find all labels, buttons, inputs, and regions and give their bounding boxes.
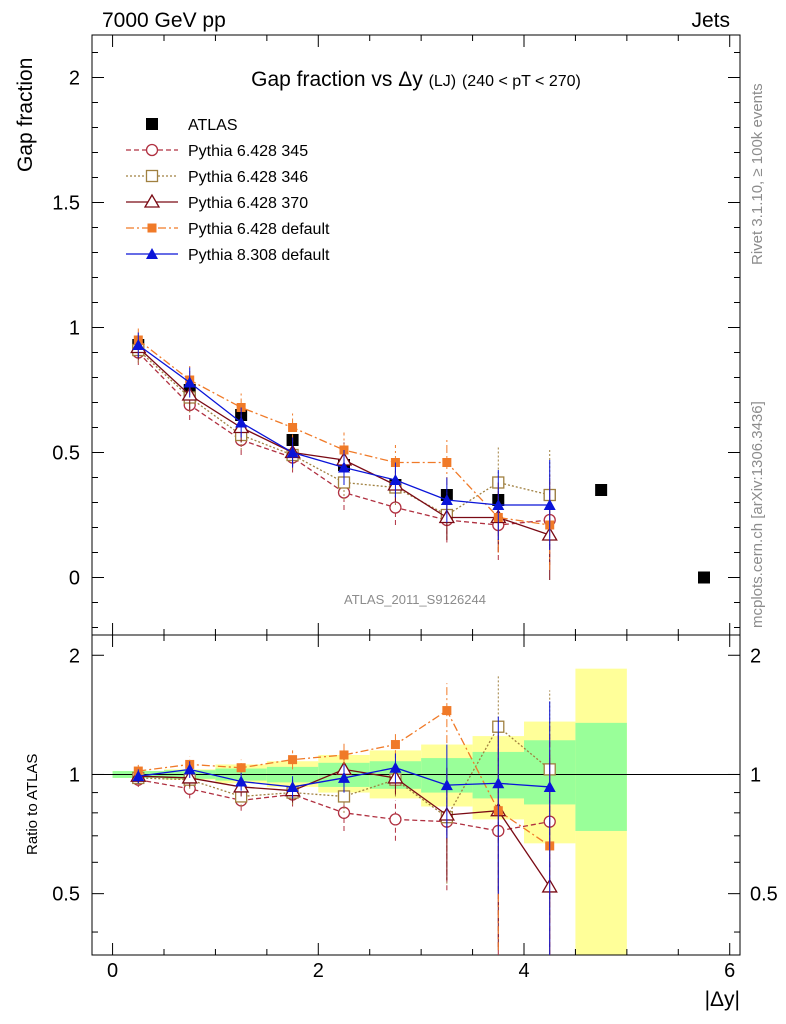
data-point [543,499,556,510]
y-tick-label: 1 [69,318,80,340]
data-point [698,571,710,584]
legend-label: Pythia 6.428 default [188,221,330,238]
ratio-point [492,777,505,789]
legend-entry: Pythia 6.428 346 [126,169,308,186]
ratio-point [183,763,196,775]
ratio-point [338,771,350,783]
data-point [442,458,452,467]
x-tick-label: 6 [724,960,735,982]
lower-y-axis-label: Ratio to ATLAS [24,754,41,855]
y-tick-label: 0 [69,568,80,590]
data-point [235,416,248,428]
series-line [137,339,550,526]
legend-marker [145,169,159,183]
legend-entry: ATLAS [146,117,238,134]
lower-frame [91,634,741,956]
ratio-point [286,780,299,792]
x-tick-label: 0 [107,960,118,982]
ratio-line [138,709,551,847]
ratio-tick-label-left: 1 [69,764,80,786]
plot-title-symbol: Δy [398,68,423,91]
ratio-point [440,779,453,791]
series-pythia-8-308-default [132,332,556,550]
ratio-point [390,740,400,750]
ratio-point [543,780,556,792]
series-line [137,349,550,516]
upper-y-axis-label: Gap fraction [14,58,37,172]
legend-label: Pythia 6.428 346 [188,169,308,186]
plot-title-cut: (240 < pT < 270) [462,73,581,90]
ratio-tick-label-right: 1 [750,764,761,786]
data-point [338,461,350,473]
x-axis-label: |Δy| [705,988,740,1011]
legend-label: Pythia 6.428 345 [188,143,308,160]
plot-title-lj: (LJ) [429,73,457,90]
ratio-series-pythia-8-308-default [132,701,556,955]
ratio-point [288,755,298,765]
legend-entry: Pythia 6.428 default [126,221,330,238]
y-tick-label: 1.5 [52,193,80,215]
legend-marker [146,248,158,259]
x-tick-label: 4 [518,960,529,982]
ratio-point [236,763,246,773]
y-tick-label: 0.5 [52,443,80,465]
ratio-point [337,790,351,803]
legend-marker [146,118,158,130]
ratio-tick-label-right: 0.5 [750,884,778,906]
ratio-point [235,775,248,787]
data-point [595,484,608,496]
header-process: Jets [691,9,730,32]
x-tick-label: 2 [313,960,324,982]
rivet-version: Rivet 3.1.10, ≥ 100k events [749,83,766,265]
uncertainty-band-stat [575,722,627,831]
legend-label: ATLAS [188,117,238,134]
ratio-tick-label-left: 0.5 [52,884,80,906]
legend-marker [143,193,161,208]
legend-label: Pythia 6.428 370 [188,195,308,212]
data-point [389,474,402,485]
ratio-point [442,706,452,716]
legend-marker [147,223,157,233]
data-point [492,499,505,510]
data-point [440,494,453,505]
analysis-tag: ATLAS_2011_S9126244 [344,592,486,607]
y-tick-label: 2 [69,68,80,90]
mcplots-credit: mcplots.cern.ch [arXiv:1306.3436] [749,401,766,628]
ratio-point [389,813,402,826]
legend-entry: Pythia 6.428 345 [126,143,308,160]
legend-label: Pythia 8.308 default [188,247,330,264]
legend-entry: Pythia 8.308 default [126,247,330,264]
data-point [288,423,298,432]
series-pythia-6-428-default [133,327,555,570]
plot-title-main: Gap fraction vs [251,68,392,91]
plot-title: Gap fraction vs Δy (LJ) (240 < pT < 270) [251,68,581,91]
legend-marker [145,143,159,157]
header-energy: 7000 GeV pp [102,9,226,32]
ratio-point [132,770,145,782]
ratio-point [339,750,349,760]
data-point [183,376,196,388]
ratio-point [389,761,402,773]
series-atlas [132,339,710,584]
data-point [132,339,145,350]
legend-entry: Pythia 6.428 370 [126,193,308,212]
data-point [286,446,299,458]
ratio-tick-label-left: 2 [69,645,80,667]
ratio-tick-label-right: 2 [750,645,761,667]
